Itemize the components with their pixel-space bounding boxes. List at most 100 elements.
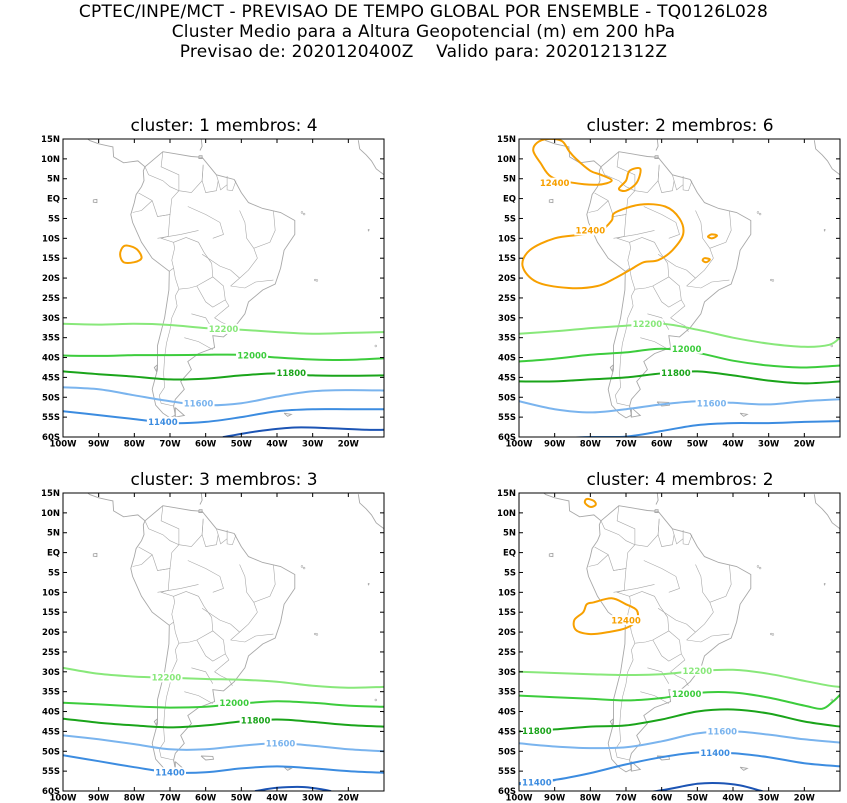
coastline-southAmerica [586,505,752,773]
contour-label-12000: 12000 [672,690,702,700]
country-border [709,210,732,249]
map-panel-1: cluster: 1 membros: 4 12200 12000 11800 1160… [41,116,385,450]
coastline-chiloe [153,718,158,727]
lon-tick-label: 50W [231,794,253,803]
lat-tick-label: 45S [498,373,516,383]
island-dot [302,566,306,570]
header-line-3: Previsao de: 2020120400Z Valido para: 20… [179,42,668,62]
contour-12200 [63,666,384,689]
contour-label-11600: 11600 [697,399,727,409]
axis-layer: 100W 90W 80W 70W 60W 50W 40W 30W 20W 15N 10N 5N EQ 5S… [41,489,384,803]
lat-tick-label: 45S [42,373,60,383]
country-border [616,151,660,193]
country-border [160,151,204,193]
country-border [230,633,274,643]
lon-tick-label: 80W [124,794,146,803]
lat-tick-label: 15S [42,254,60,264]
lon-tick-label: 100W [505,794,533,803]
lon-tick-label: 100W [49,440,77,450]
country-border [217,530,228,545]
coastline-caribbeanCoast [122,493,124,494]
country-border [657,607,696,633]
country-border [640,337,669,350]
country-border [686,279,730,289]
lat-tick-label: 20S [498,628,516,638]
lat-tick-label: 25S [498,648,516,658]
coastline-centralAmerica [543,493,602,522]
lat-tick-label: EQ [503,549,516,559]
country-border [682,534,693,546]
coastline-southGeorgia [283,412,293,417]
contour-label-12200: 12200 [152,674,182,684]
island-dot [315,633,319,636]
contour-label-bg [610,615,642,626]
lat-tick-label: 35S [42,688,60,698]
lat-tick-label: 25S [498,294,516,304]
lon-tick-label: 60W [195,440,217,450]
lat-tick-label: 5N [47,175,60,185]
lon-tick-label: 40W [722,794,744,803]
lat-tick-label: 50S [42,393,60,403]
lon-tick-label: 70W [615,794,637,803]
coastline-trinidad [654,155,659,159]
lon-tick-label: 30W [758,794,780,803]
country-border [673,530,684,545]
coastline-galapagos [92,198,98,204]
country-border [657,164,675,193]
country-border [132,200,153,213]
lat-tick-label: 25S [42,648,60,658]
lat-tick-label: 20S [498,274,516,284]
country-border [613,584,655,593]
coastline-southGeorgia [739,766,749,771]
lat-tick-label: 10S [42,588,60,598]
coastline-chiloe [609,718,614,727]
island-dot [315,279,319,282]
coastline-caribbeanCoast [578,493,580,494]
country-border [173,237,214,290]
country-border [158,289,180,407]
contour-11400 [519,751,840,785]
island-dot [398,615,400,617]
country-border [614,289,636,407]
contour-12400 [521,203,685,290]
contour-label-bg [681,665,714,676]
lat-tick-label: 15S [498,254,516,264]
lon-tick-label: 40W [266,794,288,803]
country-border [647,667,670,684]
coastline-galapagos [548,552,554,558]
lat-tick-label: 30S [42,668,60,678]
lon-tick-label: 90W [88,794,110,803]
contour-label-11800: 11800 [276,369,306,379]
contour-label-bg [182,398,215,409]
contour-11200 [222,426,384,437]
lon-tick-label: 70W [615,440,637,450]
country-border [214,653,233,686]
coastline-ascension [823,583,826,586]
coastline-africa [813,140,840,176]
country-border [138,166,180,217]
country-border [686,612,714,641]
header-line-1: CPTEC/INPE/MCT - PREVISAO DE TEMPO GLOBA… [78,2,769,22]
lon-tick-label: 80W [580,794,602,803]
contour-label-bg [631,318,664,329]
country-border [196,630,226,662]
panel-title: cluster: 1 membros: 4 [130,116,317,136]
lat-tick-label: 5N [503,529,516,539]
coastline-capeVerde [333,139,337,140]
map-frame [62,138,385,438]
lat-tick-label: 10N [497,155,516,165]
lat-tick-label: 40S [42,354,60,364]
contour-label-12000: 12000 [672,345,702,355]
country-border [594,520,636,571]
lat-tick-label: 20S [42,274,60,284]
coastline-tierraDelFuego [630,761,642,772]
coastline-southAmerica [130,505,296,773]
coastline-centralAmerica [87,139,146,168]
country-border [239,564,258,613]
coastline-lesserAntilles [199,493,203,505]
coastline-southAmerica [586,151,752,419]
country-border [673,176,684,191]
contour-label-bg [574,225,607,236]
island-dot [756,211,760,214]
lon-tick-label: 50W [231,440,253,450]
